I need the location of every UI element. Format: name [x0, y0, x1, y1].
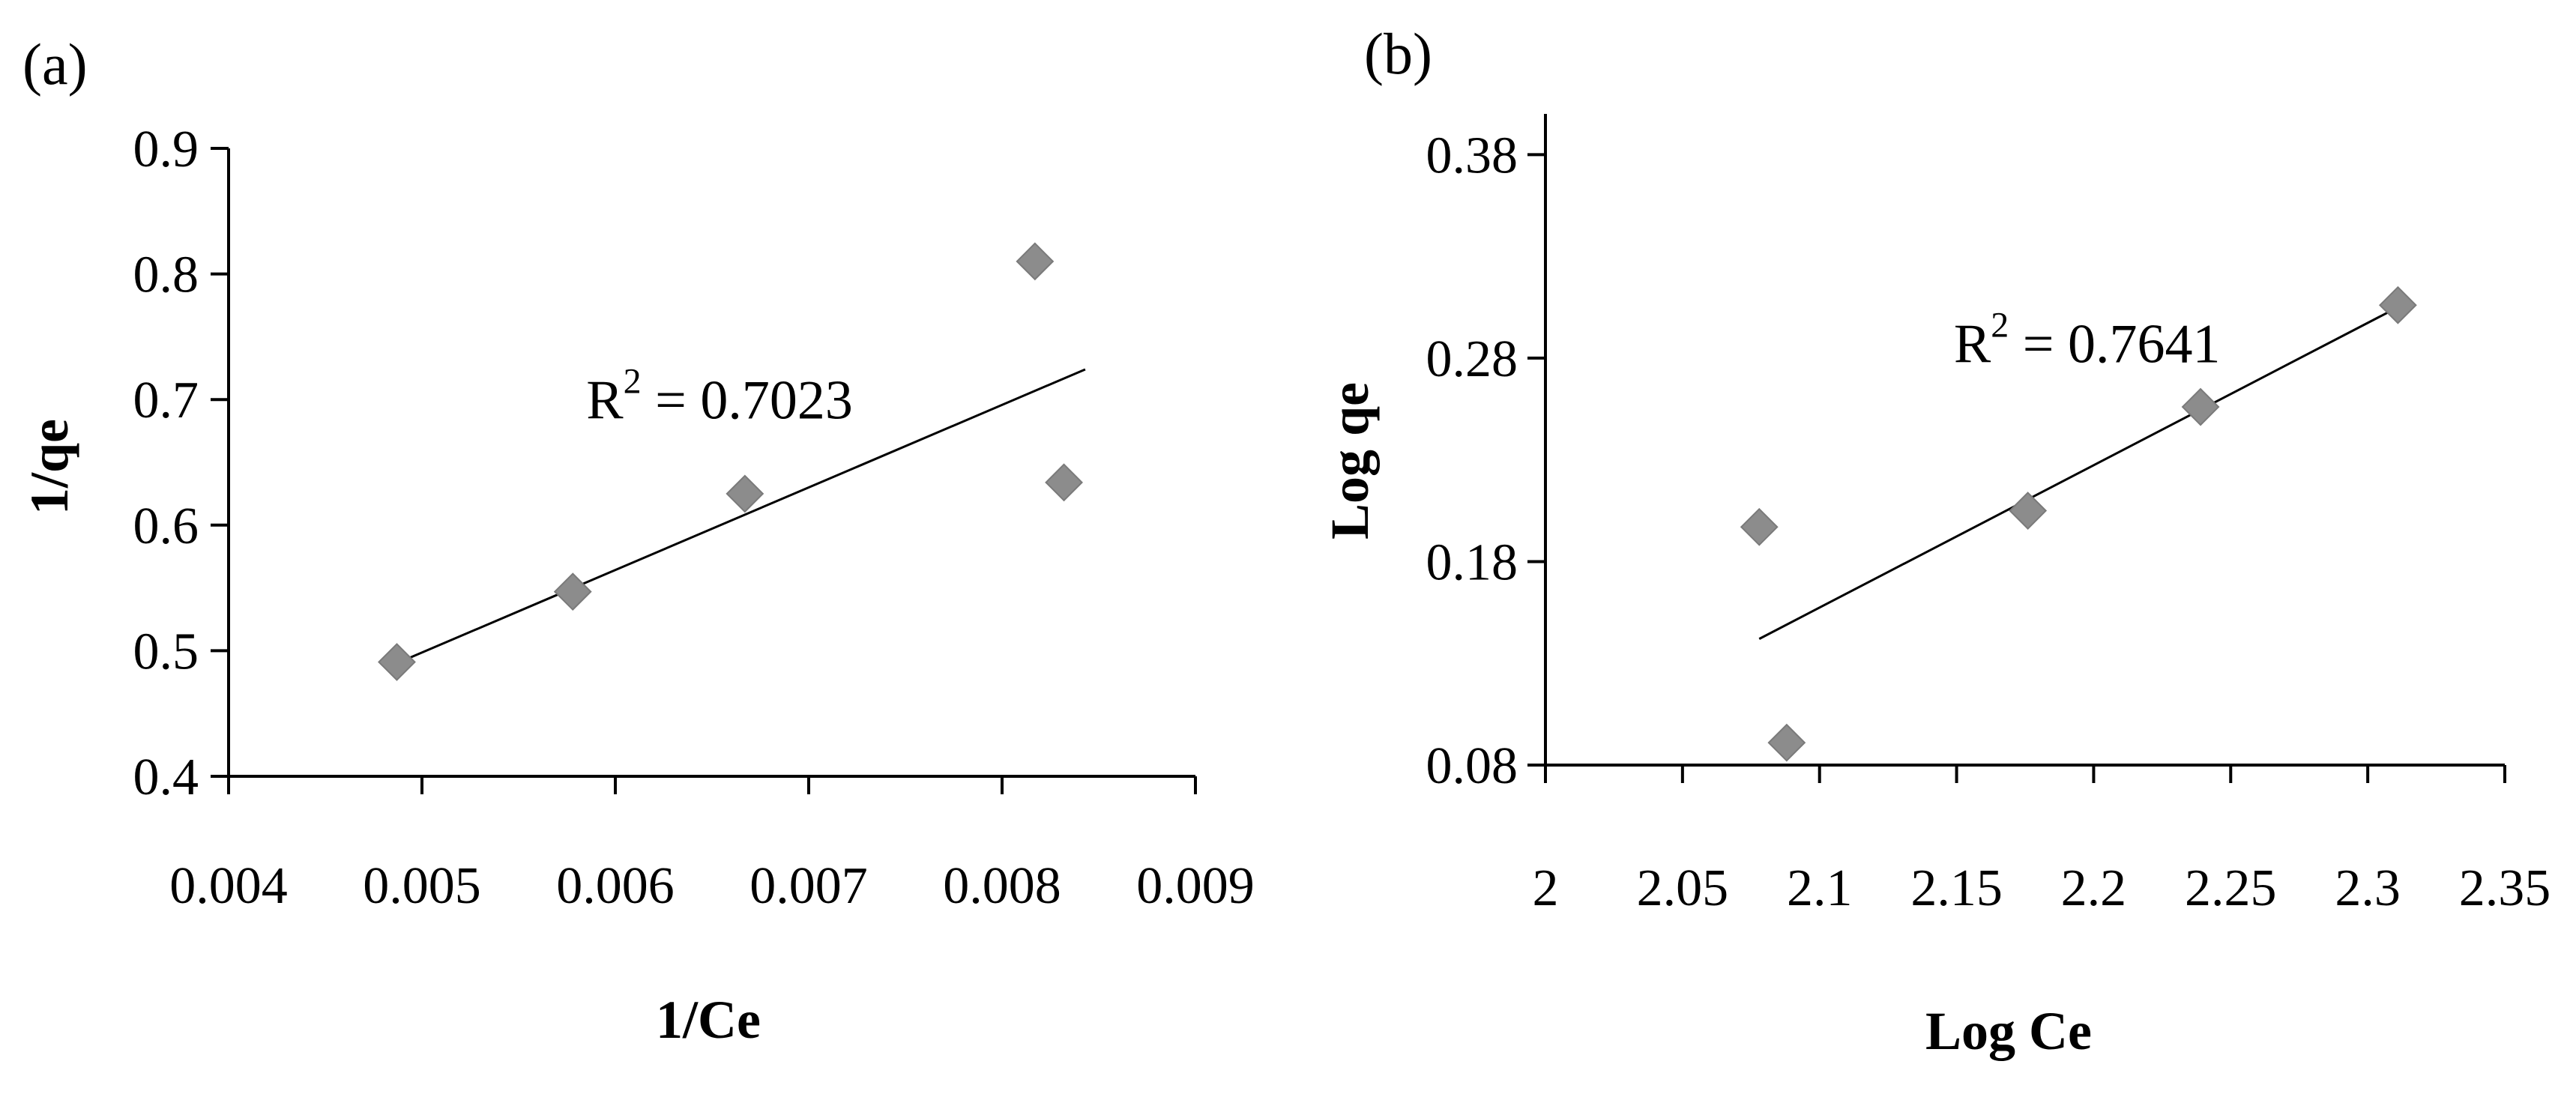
y-tick-label: 0.9	[133, 121, 199, 178]
data-point-b	[2181, 387, 2220, 426]
r2-value-a: = 0.7023	[642, 369, 853, 431]
y-tick-label: 0.38	[1426, 127, 1518, 184]
panel-label-a: (a)	[22, 31, 88, 97]
y-tick-label: 0.28	[1426, 330, 1518, 388]
x-tick-label: 0.006	[556, 857, 675, 915]
points-a	[378, 242, 1083, 681]
r2-value-b: = 0.7641	[2009, 313, 2220, 375]
data-point-b	[1767, 723, 1806, 762]
data-point-a	[1016, 242, 1055, 281]
data-point-b	[1740, 507, 1779, 546]
x-tick-label: 0.009	[1136, 857, 1255, 915]
data-point-b	[2009, 492, 2048, 530]
ticks-a: 0.004 0.005 0.006 0.007 0.008 0.009 0.4 0.5 0.6 0…	[133, 121, 1255, 915]
data-point-a	[1045, 463, 1083, 502]
r-squared-annotation-a: R2 = 0.7023	[586, 361, 853, 431]
x-axis-title-a: 1/Ce	[656, 990, 761, 1050]
panel-a: (a) 1/Ce 1/qe 0.004 0.005 0.006 0.007 0.008 0…	[19, 31, 1255, 1050]
y-tick-label: 0.5	[133, 623, 199, 680]
x-tick-label: 2.05	[1637, 859, 1729, 917]
trendline-layer-b	[1758, 306, 2399, 640]
x-tick-label: 2.35	[2459, 859, 2551, 917]
panel-b: (b) Log Ce Log qe 2 2.05 2.1 2.15 2.2 2.25 2.3…	[1320, 21, 2551, 1061]
data-point-a	[553, 572, 592, 611]
trendline-a	[396, 368, 1086, 665]
y-axis-title-b: Log qe	[1320, 382, 1380, 540]
data-point-a	[726, 474, 764, 513]
y-tick-label: 0.6	[133, 498, 199, 555]
y-tick-label: 0.7	[133, 372, 199, 429]
x-tick-label: 2.25	[2185, 859, 2277, 917]
trendline-layer-a	[396, 368, 1086, 665]
panel-label-b: (b)	[1364, 21, 1432, 86]
x-tick-label: 0.005	[363, 857, 481, 915]
r2-base-b: R	[1954, 313, 1991, 375]
x-tick-label: 0.004	[169, 857, 288, 915]
x-tick-label: 2.1	[1787, 859, 1853, 917]
x-axis-title-b: Log Ce	[1925, 1001, 2092, 1061]
x-tick-label: 2.2	[2061, 859, 2127, 917]
trendline-b	[1758, 306, 2399, 640]
y-axis-title-a: 1/qe	[19, 419, 79, 515]
points-b	[1740, 285, 2417, 762]
axes-a	[227, 148, 1195, 778]
r-squared-annotation-b: R2 = 0.7641	[1954, 305, 2221, 375]
r2-base-a: R	[586, 369, 624, 431]
data-point-b	[2378, 285, 2417, 324]
x-tick-label: 2.3	[2335, 859, 2401, 917]
axes-b	[1544, 114, 2505, 767]
y-tick-label: 0.4	[133, 749, 199, 806]
data-point-a	[378, 643, 416, 681]
x-tick-label: 0.008	[943, 857, 1061, 915]
x-tick-label: 2	[1533, 859, 1559, 917]
x-tick-label: 2.15	[1910, 859, 2003, 917]
x-tick-label: 0.007	[749, 857, 868, 915]
y-tick-label: 0.18	[1426, 534, 1518, 591]
y-tick-label: 0.08	[1426, 737, 1518, 795]
ticks-b: 2 2.05 2.1 2.15 2.2 2.25 2.3 2.35 0.08 0.18 0.28 0.…	[1426, 127, 2551, 917]
r2-sup-b: 2	[1991, 305, 2009, 345]
y-tick-label: 0.8	[133, 247, 199, 304]
r2-sup-a: 2	[624, 361, 642, 401]
